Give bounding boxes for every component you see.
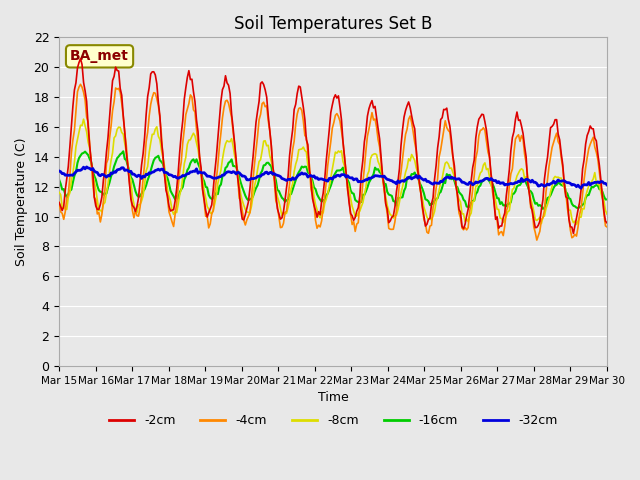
X-axis label: Time: Time [317, 391, 348, 404]
Y-axis label: Soil Temperature (C): Soil Temperature (C) [15, 137, 28, 266]
Text: BA_met: BA_met [70, 49, 129, 63]
Title: Soil Temperatures Set B: Soil Temperatures Set B [234, 15, 432, 33]
Legend: -2cm, -4cm, -8cm, -16cm, -32cm: -2cm, -4cm, -8cm, -16cm, -32cm [104, 409, 563, 432]
